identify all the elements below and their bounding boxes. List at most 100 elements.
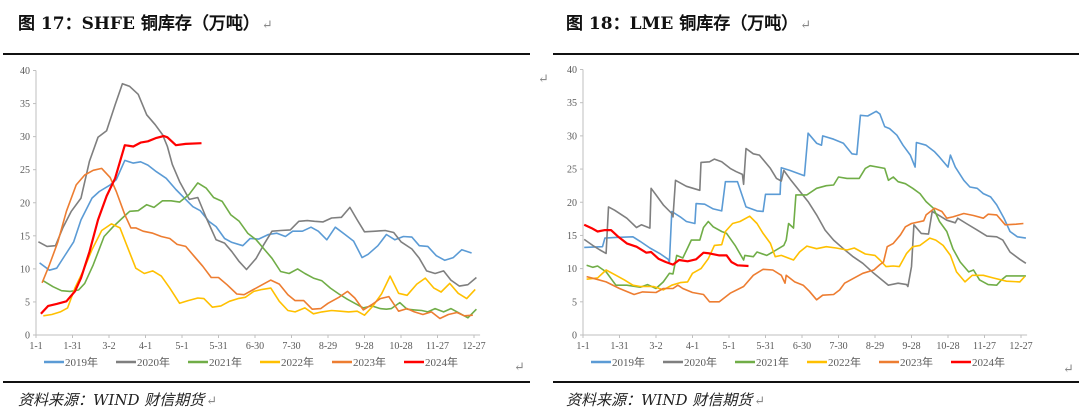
right-top-rule — [553, 53, 1079, 55]
left-title-text: 图 17：SHFE 铜库存（万吨） — [18, 14, 260, 34]
legend-label: 2022年 — [281, 355, 314, 369]
legend-label: 2024年 — [972, 355, 1005, 369]
x-tick-label: 6-30 — [246, 341, 264, 352]
y-tick-label: 0 — [572, 331, 577, 342]
x-tick-label: 1-31 — [63, 341, 81, 352]
paragraph-mark-icon: ↵ — [800, 18, 812, 33]
x-tick-label: 1-1 — [576, 341, 589, 352]
series-line-2024 — [40, 134, 202, 315]
series-line-2020 — [38, 82, 477, 287]
legend-label: 2023年 — [900, 355, 933, 369]
x-tick-label: 5-1 — [722, 341, 735, 352]
x-tick-label: 1-1 — [29, 341, 42, 352]
x-tick-label: 8-29 — [866, 341, 884, 352]
legend-item: 2022年 — [260, 355, 314, 369]
legend-item: 2023年 — [879, 355, 933, 369]
y-tick-label: 5 — [572, 297, 577, 308]
legend-label: 2021年 — [209, 355, 242, 369]
legend-label: 2020年 — [684, 355, 717, 369]
x-tick-label: 12-27 — [1009, 341, 1032, 352]
legend-item: 2022年 — [807, 355, 861, 369]
y-tick-label: 0 — [25, 331, 30, 342]
legend-item: 2020年 — [663, 355, 717, 369]
x-tick-label: 11-27 — [426, 341, 449, 352]
x-tick-label: 4-1 — [686, 341, 699, 352]
y-tick-label: 5 — [25, 297, 30, 308]
y-tick-label: 40 — [567, 65, 577, 76]
series-line-2019 — [584, 110, 1027, 263]
legend-label: 2019年 — [65, 355, 98, 369]
x-tick-label: 11-27 — [973, 341, 996, 352]
x-tick-label: 7-30 — [282, 341, 300, 352]
y-tick-label: 20 — [20, 198, 30, 209]
right-bottom-rule — [553, 381, 1079, 383]
legend-item: 2020年 — [116, 355, 170, 369]
y-tick-label: 20 — [567, 198, 577, 209]
x-tick-label: 12-27 — [462, 341, 485, 352]
legend-label: 2022年 — [828, 355, 861, 369]
series-line-2021 — [586, 164, 1026, 290]
left-top-rule — [3, 53, 530, 55]
right-title-text: 图 18：LME 铜库存（万吨） — [566, 14, 799, 34]
right-source-note: 资料来源：WIND 财信期货 ↵ — [566, 389, 765, 410]
x-tick-label: 9-28 — [355, 341, 373, 352]
series-line-2022 — [43, 223, 476, 317]
series-line-2019 — [39, 159, 472, 272]
series-line-2024 — [583, 223, 749, 268]
legend-item: 2024年 — [951, 355, 1005, 369]
y-tick-label: 35 — [20, 99, 30, 110]
shfe-chart: 0 5 10 15 20 25 30 35 40 1-1 1-31 3-2 4-1 5-1 5-31 6-30… — [20, 66, 486, 369]
lme-chart: 0 5 10 15 20 25 30 35 40 1-1 1-31 3-2 4-1 5-1 5-31 6-30… — [567, 65, 1033, 369]
left-source-note: 资料来源：WIND 财信期货 ↵ — [18, 389, 217, 410]
y-tick-label: 40 — [20, 66, 30, 77]
y-tick-label: 35 — [567, 98, 577, 109]
paragraph-mark-icon: ↵ — [754, 394, 766, 409]
left-figure-title: 图 17：SHFE 铜库存（万吨） ↵ — [18, 9, 273, 34]
paragraph-mark-icon: ↵ — [206, 394, 218, 409]
right-figure-title: 图 18：LME 铜库存（万吨） ↵ — [566, 9, 811, 34]
series-line-2023 — [41, 167, 473, 320]
x-tick-label: 5-31 — [756, 341, 774, 352]
legend-label: 2024年 — [425, 355, 458, 369]
y-tick-label: 25 — [567, 165, 577, 176]
series-line-2023 — [586, 207, 1024, 303]
x-tick-label: 5-31 — [209, 341, 227, 352]
x-tick-label: 9-28 — [902, 341, 920, 352]
legend-label: 2021年 — [756, 355, 789, 369]
y-tick-label: 10 — [567, 264, 577, 275]
legend-label: 2023年 — [353, 355, 386, 369]
left-source-text: 资料来源：WIND 财信期货 — [18, 391, 205, 409]
paragraph-mark-icon: ↵ — [514, 360, 525, 375]
y-tick-label: 25 — [20, 165, 30, 176]
x-tick-label: 3-2 — [649, 341, 662, 352]
series-line-2020 — [583, 147, 1027, 288]
paragraph-mark-icon: ↵ — [261, 18, 273, 33]
x-tick-label: 6-30 — [793, 341, 811, 352]
y-tick-label: 10 — [20, 264, 30, 275]
x-tick-label: 3-2 — [102, 341, 115, 352]
y-tick-label: 15 — [20, 231, 30, 242]
legend-item: 2019年 — [591, 355, 645, 369]
legend-item: 2021年 — [735, 355, 789, 369]
series-line-2022 — [586, 215, 1026, 291]
paragraph-mark-icon: ↵ — [1063, 362, 1074, 377]
x-tick-label: 7-30 — [829, 341, 847, 352]
legend-label: 2020年 — [137, 355, 170, 369]
left-bottom-rule — [3, 381, 530, 383]
x-tick-label: 10-28 — [936, 341, 959, 352]
legend-label: 2019年 — [612, 355, 645, 369]
right-source-text: 资料来源：WIND 财信期货 — [566, 391, 753, 409]
legend-item: 2019年 — [44, 355, 98, 369]
x-tick-label: 8-29 — [319, 341, 337, 352]
paragraph-mark-icon: ↵ — [538, 72, 549, 87]
y-tick-label: 15 — [567, 231, 577, 242]
x-tick-label: 1-31 — [610, 341, 628, 352]
y-tick-label: 30 — [567, 131, 577, 142]
y-tick-label: 30 — [20, 132, 30, 143]
legend-item: 2023年 — [332, 355, 386, 369]
legend-item: 2021年 — [188, 355, 242, 369]
x-tick-label: 5-1 — [175, 341, 188, 352]
legend-item: 2024年 — [404, 355, 458, 369]
x-tick-label: 10-28 — [389, 341, 412, 352]
